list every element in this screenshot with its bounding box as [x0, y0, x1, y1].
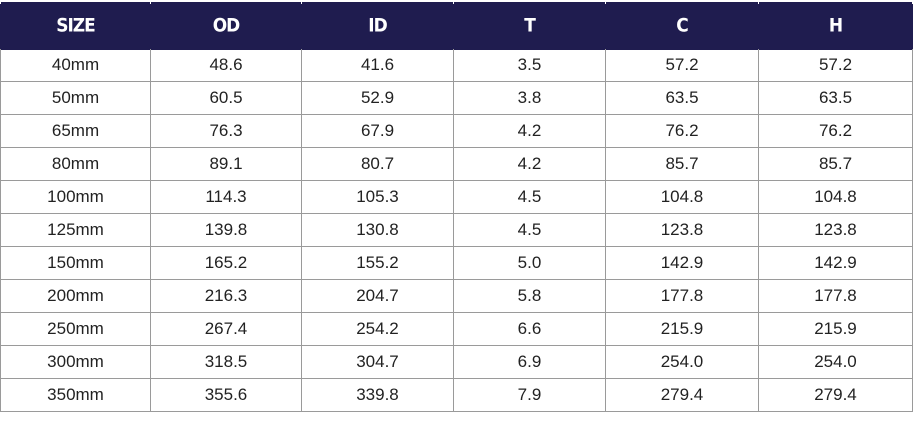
header-c: C [605, 1, 759, 51]
cell-c: 63.5 [605, 81, 759, 115]
cell-h: 177.8 [758, 279, 913, 313]
table-row: 100mm 114.3 105.3 4.5 104.8 104.8 [0, 180, 913, 214]
table-row: 250mm 267.4 254.2 6.6 215.9 215.9 [0, 312, 913, 346]
cell-t: 4.5 [453, 213, 606, 247]
cell-size: 80mm [0, 147, 151, 181]
cell-id: 254.2 [301, 312, 454, 346]
cell-id: 67.9 [301, 114, 454, 148]
cell-t: 5.0 [453, 246, 606, 280]
cell-c: 215.9 [605, 312, 759, 346]
cell-c: 123.8 [605, 213, 759, 247]
cell-size: 200mm [0, 279, 151, 313]
dimension-table: SIZE OD ID T C H 40mm 48.6 41.6 3.5 57.2 57.2… [0, 1, 913, 412]
cell-od: 216.3 [150, 279, 302, 313]
cell-od: 76.3 [150, 114, 302, 148]
cell-od: 60.5 [150, 81, 302, 115]
cell-id: 339.8 [301, 378, 454, 412]
cell-c: 85.7 [605, 147, 759, 181]
cell-id: 130.8 [301, 213, 454, 247]
cell-od: 267.4 [150, 312, 302, 346]
table-row: 350mm 355.6 339.8 7.9 279.4 279.4 [0, 378, 913, 412]
cell-od: 48.6 [150, 48, 302, 82]
cell-h: 85.7 [758, 147, 913, 181]
cell-size: 65mm [0, 114, 151, 148]
cell-od: 89.1 [150, 147, 302, 181]
cell-od: 355.6 [150, 378, 302, 412]
table-row: 80mm 89.1 80.7 4.2 85.7 85.7 [0, 147, 913, 181]
cell-od: 165.2 [150, 246, 302, 280]
table-header: SIZE OD ID T C H [0, 1, 913, 51]
cell-t: 4.5 [453, 180, 606, 214]
cell-c: 142.9 [605, 246, 759, 280]
cell-h: 142.9 [758, 246, 913, 280]
cell-size: 150mm [0, 246, 151, 280]
cell-od: 318.5 [150, 345, 302, 379]
cell-h: 123.8 [758, 213, 913, 247]
cell-t: 6.6 [453, 312, 606, 346]
cell-c: 104.8 [605, 180, 759, 214]
header-t: T [453, 1, 606, 51]
cell-od: 139.8 [150, 213, 302, 247]
cell-size: 125mm [0, 213, 151, 247]
table-row: 50mm 60.5 52.9 3.8 63.5 63.5 [0, 81, 913, 115]
cell-c: 177.8 [605, 279, 759, 313]
table-row: 300mm 318.5 304.7 6.9 254.0 254.0 [0, 345, 913, 379]
table-row: 65mm 76.3 67.9 4.2 76.2 76.2 [0, 114, 913, 148]
cell-size: 40mm [0, 48, 151, 82]
cell-size: 350mm [0, 378, 151, 412]
header-size: SIZE [0, 1, 151, 51]
cell-h: 63.5 [758, 81, 913, 115]
cell-t: 6.9 [453, 345, 606, 379]
table-body: 40mm 48.6 41.6 3.5 57.2 57.2 50mm 60.5 52.9 3.8 63… [0, 48, 913, 412]
table-row: 150mm 165.2 155.2 5.0 142.9 142.9 [0, 246, 913, 280]
header-row: SIZE OD ID T C H [0, 1, 913, 51]
cell-size: 250mm [0, 312, 151, 346]
cell-c: 279.4 [605, 378, 759, 412]
table-row: 125mm 139.8 130.8 4.5 123.8 123.8 [0, 213, 913, 247]
cell-t: 3.8 [453, 81, 606, 115]
cell-h: 215.9 [758, 312, 913, 346]
table-row: 200mm 216.3 204.7 5.8 177.8 177.8 [0, 279, 913, 313]
cell-t: 4.2 [453, 147, 606, 181]
header-od: OD [150, 1, 302, 51]
cell-id: 204.7 [301, 279, 454, 313]
cell-id: 52.9 [301, 81, 454, 115]
cell-id: 80.7 [301, 147, 454, 181]
cell-t: 3.5 [453, 48, 606, 82]
cell-h: 104.8 [758, 180, 913, 214]
cell-size: 300mm [0, 345, 151, 379]
cell-c: 254.0 [605, 345, 759, 379]
cell-id: 155.2 [301, 246, 454, 280]
cell-id: 304.7 [301, 345, 454, 379]
cell-id: 41.6 [301, 48, 454, 82]
cell-h: 76.2 [758, 114, 913, 148]
cell-t: 5.8 [453, 279, 606, 313]
cell-size: 100mm [0, 180, 151, 214]
cell-t: 4.2 [453, 114, 606, 148]
cell-id: 105.3 [301, 180, 454, 214]
cell-size: 50mm [0, 81, 151, 115]
cell-h: 57.2 [758, 48, 913, 82]
cell-c: 57.2 [605, 48, 759, 82]
header-h: H [758, 1, 913, 51]
cell-t: 7.9 [453, 378, 606, 412]
cell-od: 114.3 [150, 180, 302, 214]
header-id: ID [301, 1, 454, 51]
cell-h: 254.0 [758, 345, 913, 379]
cell-c: 76.2 [605, 114, 759, 148]
table-row: 40mm 48.6 41.6 3.5 57.2 57.2 [0, 48, 913, 82]
cell-h: 279.4 [758, 378, 913, 412]
